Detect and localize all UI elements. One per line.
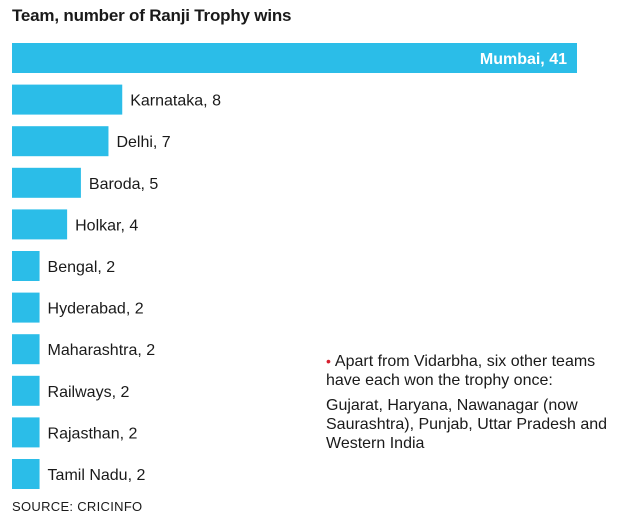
bar-label-tamil-nadu: Tamil Nadu, 2 <box>48 467 146 484</box>
bar-label-maharashtra: Maharashtra, 2 <box>48 342 156 359</box>
bar-railways <box>12 375 40 406</box>
bar-holkar <box>12 209 68 240</box>
bar-label-delhi: Delhi, 7 <box>116 134 170 151</box>
bar-label-karnataka: Karnataka, 8 <box>130 93 221 110</box>
bar-label-rajasthan: Rajasthan, 2 <box>48 425 138 442</box>
bullet-icon: • <box>326 353 331 369</box>
bar-bengal <box>12 251 40 281</box>
bar-maharashtra <box>12 334 40 365</box>
chart-title: Team, number of Ranji Trophy wins <box>12 6 292 25</box>
bar-baroda <box>12 167 81 198</box>
note-lead: • Apart from Vidarbha, six other teams ha… <box>326 352 626 390</box>
bar-hyderabad <box>12 292 40 323</box>
source-credit: SOURCE: CRICINFO <box>12 499 143 514</box>
bar-label-mumbai: Mumbai, 41 <box>480 51 567 68</box>
bar-label-railways: Railways, 2 <box>48 384 130 401</box>
bar-label-baroda: Baroda, 5 <box>89 176 158 193</box>
bar-karnataka <box>12 84 123 115</box>
bar-mumbai <box>12 43 577 73</box>
annotation-note: • Apart from Vidarbha, six other teams ha… <box>326 352 626 453</box>
bar-label-hyderabad: Hyderabad, 2 <box>48 301 144 318</box>
bar-label-bengal: Bengal, 2 <box>48 259 116 276</box>
note-lead-text: Apart from Vidarbha, six other teams hav… <box>326 353 596 389</box>
note-list: Gujarat, Haryana, Nawanagar (now Saurash… <box>326 397 608 452</box>
bar-label-holkar: Holkar, 4 <box>75 217 138 234</box>
bar-rajasthan <box>12 417 40 448</box>
bar-delhi <box>12 126 109 157</box>
bar-tamil-nadu <box>12 459 40 489</box>
